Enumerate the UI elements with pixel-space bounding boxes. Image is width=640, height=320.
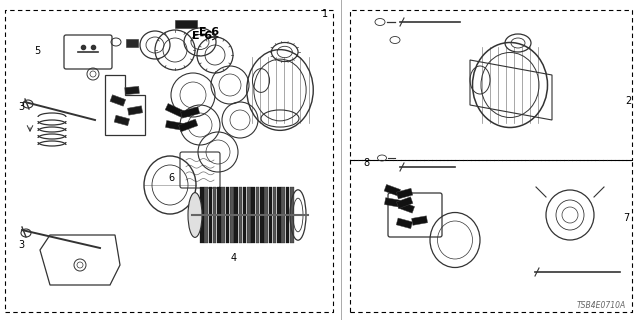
Text: 3: 3 xyxy=(18,240,24,250)
Bar xyxy=(110,95,125,106)
Text: 6: 6 xyxy=(168,172,175,183)
Bar xyxy=(247,187,251,243)
Bar xyxy=(239,187,242,243)
Bar xyxy=(256,187,259,243)
Bar xyxy=(260,187,264,243)
Bar xyxy=(180,107,200,118)
Bar xyxy=(226,187,229,243)
Bar xyxy=(273,187,276,243)
Text: E-6: E-6 xyxy=(191,31,212,41)
Bar xyxy=(200,187,204,243)
Bar xyxy=(114,115,129,126)
Text: 1: 1 xyxy=(322,9,328,20)
Bar xyxy=(398,202,415,213)
Text: 7: 7 xyxy=(623,212,629,223)
Bar xyxy=(282,187,285,243)
Bar xyxy=(125,86,140,95)
Text: 2: 2 xyxy=(625,96,632,106)
Bar xyxy=(175,20,197,28)
Text: 5: 5 xyxy=(34,46,40,56)
Text: E-6: E-6 xyxy=(199,27,219,37)
Text: 3: 3 xyxy=(18,102,24,112)
Bar xyxy=(209,187,212,243)
Text: TSB4E0710A: TSB4E0710A xyxy=(577,301,626,310)
Bar xyxy=(385,198,401,207)
Bar xyxy=(396,218,413,229)
Bar xyxy=(269,187,272,243)
Bar xyxy=(126,39,138,47)
Bar xyxy=(277,187,281,243)
Bar xyxy=(179,119,198,132)
Bar xyxy=(166,121,184,131)
Bar xyxy=(127,106,143,115)
Bar xyxy=(397,188,413,199)
Bar xyxy=(234,187,238,243)
Bar xyxy=(217,187,221,243)
Bar xyxy=(264,187,268,243)
Bar xyxy=(290,187,294,243)
Bar xyxy=(243,187,246,243)
Text: 4: 4 xyxy=(230,252,237,263)
Bar xyxy=(285,187,289,243)
Bar xyxy=(396,197,413,209)
Bar xyxy=(384,184,401,196)
Bar xyxy=(213,187,216,243)
Bar xyxy=(252,187,255,243)
Bar xyxy=(221,187,225,243)
Bar xyxy=(204,187,208,243)
Bar xyxy=(412,216,428,225)
Bar xyxy=(165,103,184,117)
Bar xyxy=(230,187,234,243)
Ellipse shape xyxy=(188,193,202,237)
Text: 8: 8 xyxy=(363,158,369,168)
